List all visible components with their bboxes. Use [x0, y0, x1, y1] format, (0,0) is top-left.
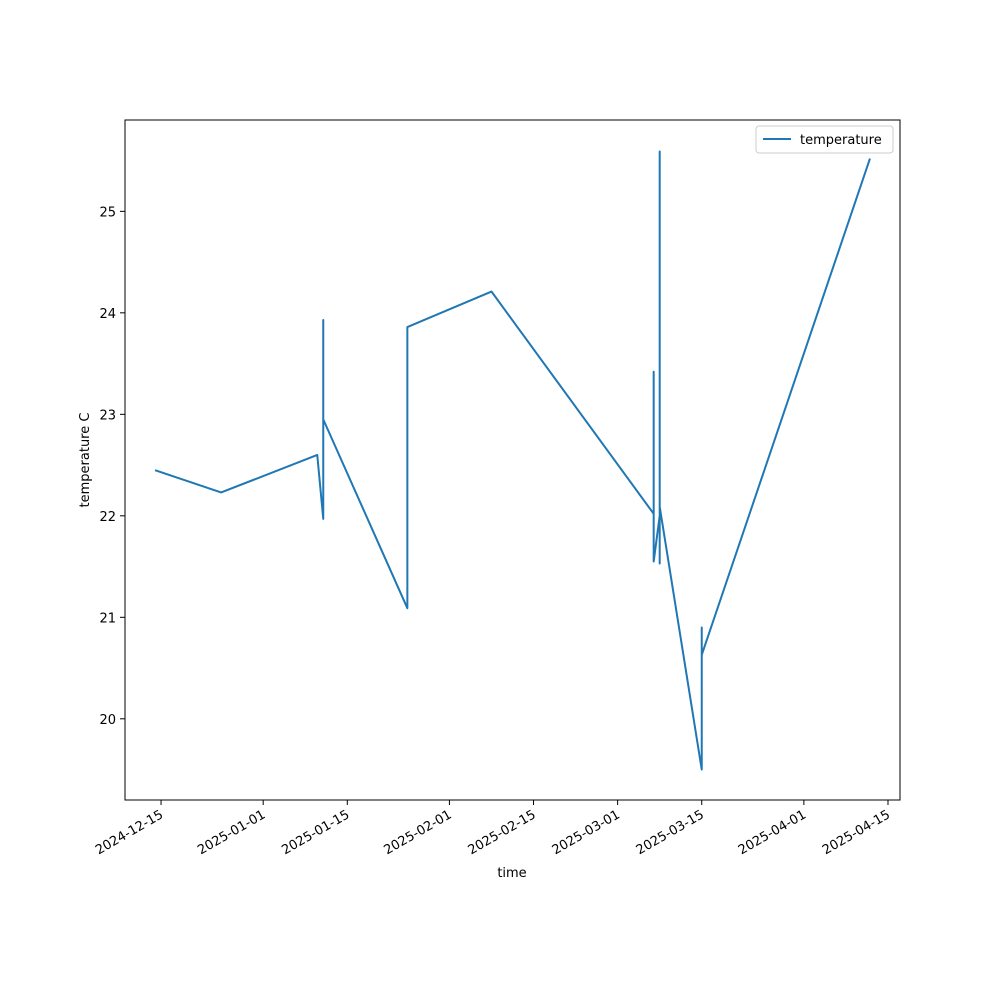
legend: temperature	[755, 125, 894, 154]
x-tick-label: 2025-01-01	[195, 807, 268, 858]
series-line-temperature	[154, 150, 871, 771]
y-tick-label: 24	[99, 307, 116, 322]
x-tick-label: 2025-03-15	[634, 807, 707, 858]
y-axis: 20 21 22 23 24 25	[99, 205, 125, 728]
plot-area	[124, 119, 901, 801]
y-tick-label: 25	[99, 205, 116, 220]
x-tick-label: 2025-03-01	[550, 807, 623, 858]
y-tick-label: 23	[99, 408, 116, 423]
y-tick-label: 22	[99, 510, 116, 525]
legend-box	[755, 125, 894, 154]
x-tick-label: 2025-04-01	[736, 807, 809, 858]
y-tick-label: 20	[99, 713, 116, 728]
x-tick-label: 2025-04-15	[820, 807, 893, 858]
series-layer	[154, 150, 871, 771]
x-tick-label: 2025-02-01	[381, 807, 454, 858]
x-tick-label: 2025-02-15	[466, 807, 539, 858]
legend-label: temperature	[800, 133, 882, 148]
x-axis: 2024-12-15 2025-01-01 2025-01-15 2025-02-01…	[93, 800, 893, 858]
plot-border	[124, 119, 901, 801]
y-axis-label: temperature C	[78, 413, 93, 508]
x-tick-label: 2024-12-15	[93, 807, 166, 858]
x-axis-label: time	[497, 866, 526, 881]
y-tick-label: 21	[99, 611, 116, 626]
x-tick-label: 2025-01-15	[279, 807, 352, 858]
